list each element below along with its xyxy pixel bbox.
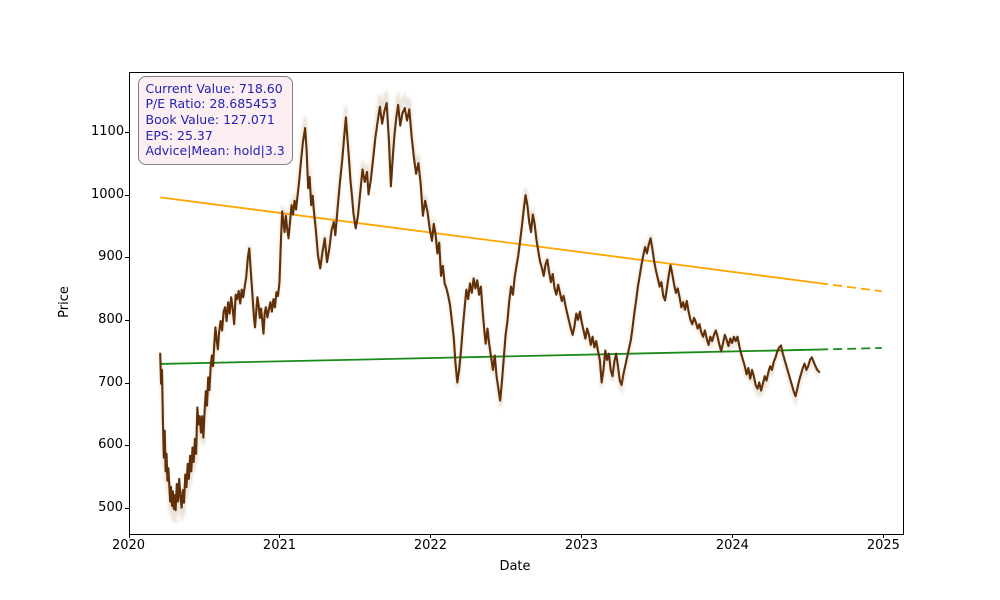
y-tick-mark <box>124 320 129 322</box>
y-tick-mark <box>124 445 129 447</box>
x-tick-mark <box>430 534 432 538</box>
x-axis-title: Date <box>499 559 531 574</box>
stats-annotation: Current Value: 718.60 P/E Ratio: 28.6854… <box>137 75 293 166</box>
x-tick-label: 2023 <box>564 538 598 553</box>
annotation-advice: Advice|Mean: hold|3.3 <box>145 143 285 159</box>
y-tick-mark <box>124 257 129 259</box>
x-tick-label: 2021 <box>262 538 297 553</box>
y-tick-mark <box>124 382 129 384</box>
x-tick-label: 2024 <box>715 538 749 553</box>
trend-lines <box>159 196 882 365</box>
y-tick-label: 700 <box>98 374 123 390</box>
y-tick-mark <box>124 194 129 196</box>
annotation-eps: EPS: 25.37 <box>145 127 213 143</box>
price-line <box>158 102 820 512</box>
y-tick-label: 600 <box>98 437 123 453</box>
x-tick-label: 2022 <box>413 538 447 553</box>
x-tick-label: 2020 <box>111 538 146 553</box>
plot-area <box>128 72 904 535</box>
x-tick-mark <box>279 534 281 538</box>
annotation-pe-ratio: P/E Ratio: 28.685453 <box>145 96 278 112</box>
y-tick-label: 1000 <box>91 186 125 202</box>
x-tick-mark <box>128 534 130 538</box>
y-tick-mark <box>124 132 129 134</box>
x-tick-mark <box>732 534 734 538</box>
y-tick-label: 900 <box>98 249 123 265</box>
y-axis-title: Price <box>57 286 72 318</box>
y-tick-label: 1100 <box>91 124 125 140</box>
annotation-book-value: Book Value: 127.071 <box>145 111 275 127</box>
y-tick-label: 800 <box>98 312 123 328</box>
price-chart <box>158 90 882 523</box>
x-tick-label: 2025 <box>866 538 900 553</box>
y-tick-label: 500 <box>98 499 123 515</box>
x-tick-mark <box>581 534 583 538</box>
annotation-current-value: Current Value: 718.60 <box>145 80 283 96</box>
x-tick-mark <box>883 534 885 538</box>
y-tick-mark <box>124 507 129 509</box>
